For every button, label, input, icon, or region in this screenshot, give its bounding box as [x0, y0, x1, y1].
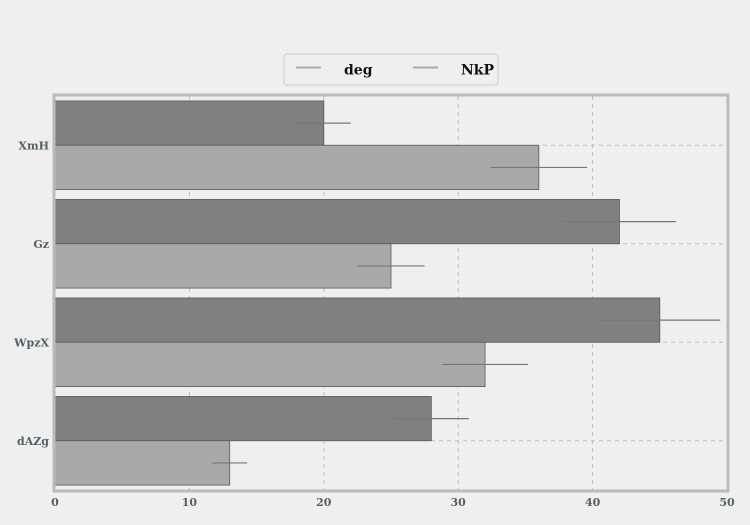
bar-NkP-WpzX [54, 341, 486, 387]
x-tick-label: 10 [182, 496, 198, 509]
legend-label-deg: deg [344, 63, 373, 79]
x-tick-label: 50 [719, 496, 735, 509]
x-tick-label: 40 [585, 496, 601, 509]
bar-NkP-XmH [54, 144, 540, 190]
bar-deg-WpzX [54, 297, 661, 343]
y-tick-label: XmH [18, 139, 49, 152]
bar-deg-XmH [54, 100, 325, 146]
plot-frame [52, 93, 730, 493]
x-tick-label: 0 [51, 496, 59, 509]
x-tick-label: 20 [316, 496, 332, 509]
bars-layer [54, 100, 661, 486]
bar-deg-dAZg [54, 396, 432, 442]
legend: deg NkP [283, 53, 499, 86]
legend-label-NkP: NkP [461, 63, 494, 79]
legend-box [283, 53, 499, 86]
error-bars-layer [212, 122, 721, 464]
x-tick-label: 30 [451, 496, 467, 509]
y-tick-label: dAZg [17, 435, 49, 448]
bar-NkP-dAZg [54, 440, 231, 486]
bar-NkP-Gz [54, 243, 392, 289]
axis-layer: 0 10 20 30 40 50 XmH Gz WpzX dAZg [13, 139, 735, 509]
y-tick-label: Gz [33, 238, 49, 251]
y-tick-label: WpzX [13, 336, 49, 349]
bar-deg-Gz [54, 199, 620, 245]
